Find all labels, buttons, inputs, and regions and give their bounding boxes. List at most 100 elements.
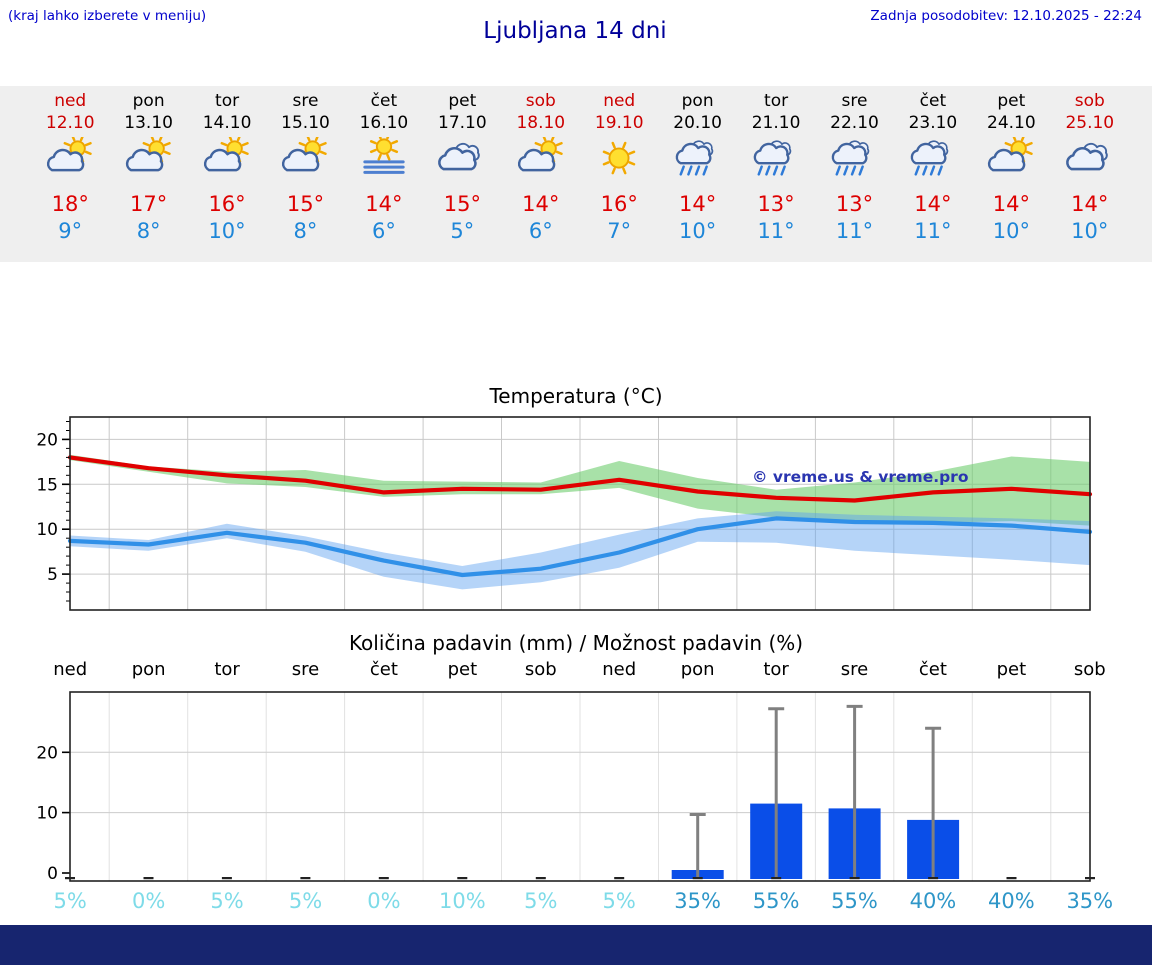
day-temp-min: 10° (208, 219, 246, 243)
day-column-16.10[interactable]: čet 16.10 14° 6° (345, 90, 423, 262)
day-temp-max: 18° (51, 192, 89, 216)
day-temp-min: 6° (528, 219, 553, 243)
day-date: 20.10 (673, 113, 722, 133)
svg-text:20: 20 (36, 430, 58, 450)
day-date: 15.10 (281, 113, 330, 133)
day-name: ned (54, 91, 87, 111)
precip-percent: 10% (439, 889, 486, 913)
day-temp-max: 13° (757, 192, 795, 216)
svg-text:© vreme.us & vreme.pro: © vreme.us & vreme.pro (752, 468, 968, 486)
day-column-21.10[interactable]: tor 21.10 13° 11° (737, 90, 815, 262)
day-date: 25.10 (1065, 113, 1115, 133)
day-column-17.10[interactable]: pet 17.10 15° 5° (423, 90, 501, 262)
precip-percent: 55% (831, 889, 878, 913)
day-temp-max: 13° (835, 192, 874, 216)
day-column-22.10[interactable]: sre 22.10 13° 11° (815, 90, 893, 262)
day-temp-min: 10° (679, 219, 717, 243)
temperature-chart-section: Temperatura (°C) 5 10 15 20 © vreme.us & vre… (0, 384, 1152, 617)
precip-percent: 5% (288, 889, 323, 913)
rain-icon (825, 137, 883, 183)
day-date: 24.10 (987, 113, 1036, 133)
precip-day-label: sob (1073, 659, 1106, 680)
day-temp-min: 8° (136, 219, 161, 243)
forecast-strip: ned 12.10 18° 9° pon 13.10 17° 8° tor 14.10 16° 10°… (0, 86, 1152, 262)
day-column-15.10[interactable]: sre 15.10 15° 8° (266, 90, 344, 262)
day-name: pet (997, 91, 1026, 111)
bottom-bar (0, 925, 1152, 965)
day-temp-min: 7° (607, 219, 632, 243)
fog-icon (355, 137, 413, 183)
day-column-13.10[interactable]: pon 13.10 17° 8° (109, 90, 187, 262)
day-column-12.10[interactable]: ned 12.10 18° 9° (31, 90, 109, 262)
day-name: sre (841, 91, 868, 111)
day-date: 14.10 (202, 113, 252, 133)
day-name: ned (603, 91, 636, 111)
precip-day-label: pon (680, 659, 715, 680)
day-date: 13.10 (124, 113, 173, 133)
day-date: 12.10 (45, 113, 95, 133)
day-temp-min: 11° (914, 219, 952, 243)
svg-text:10: 10 (36, 804, 58, 824)
day-date: 19.10 (594, 113, 644, 133)
partly-cloudy-icon (41, 137, 99, 183)
day-name: sob (525, 91, 556, 111)
precipitation-chart-title: Količina padavin (mm) / Možnost padavin … (348, 631, 804, 655)
partly-cloudy-icon (982, 137, 1040, 183)
temperature-chart: 5 10 15 20 © vreme.us & vreme.pro (36, 416, 1093, 611)
day-column-23.10[interactable]: čet 23.10 14° 11° (894, 90, 972, 262)
rain-icon (904, 137, 962, 183)
svg-text:20: 20 (36, 743, 58, 763)
precip-day-label: pon (131, 659, 166, 680)
day-temp-max: 14° (522, 192, 560, 216)
precip-percent: 40% (909, 889, 957, 913)
precipitation-chart: 0 10 20 (36, 691, 1095, 884)
precip-percent: 5% (53, 889, 87, 913)
day-temp-min: 8° (293, 219, 318, 243)
precip-day-label: sob (524, 659, 557, 680)
day-temp-max: 16° (600, 192, 638, 216)
temperature-chart-title: Temperatura (°C) (489, 384, 663, 408)
precip-percent: 35% (1066, 889, 1114, 913)
svg-text:5: 5 (47, 565, 58, 585)
precip-day-label: čet (369, 659, 398, 680)
day-name: pon (132, 91, 165, 111)
precip-day-label: ned (53, 659, 88, 680)
svg-text:10: 10 (36, 520, 58, 540)
precip-percent: 0% (367, 889, 401, 913)
rain-icon (747, 137, 805, 183)
precipitation-chart-section: Količina padavin (mm) / Možnost padavin … (0, 631, 1152, 923)
day-name: tor (215, 91, 240, 111)
precip-day-label: pet (996, 659, 1027, 680)
day-temp-min: 6° (371, 219, 396, 243)
day-column-25.10[interactable]: sob 25.10 14° 10° (1051, 90, 1129, 262)
day-column-20.10[interactable]: pon 20.10 14° 10° (658, 90, 736, 262)
last-update: Zadnja posodobitev: 12.10.2025 - 22:24 (870, 8, 1142, 24)
day-column-24.10[interactable]: pet 24.10 14° 10° (972, 90, 1050, 262)
precip-percent: 5% (602, 889, 636, 913)
precip-day-label: tor (214, 659, 240, 680)
day-column-18.10[interactable]: sob 18.10 14° 6° (502, 90, 580, 262)
precip-day-label: sre (840, 659, 869, 680)
day-temp-max: 14° (679, 192, 717, 216)
day-name: tor (764, 91, 789, 111)
day-temp-min: 11° (757, 219, 795, 243)
day-temp-min: 5° (450, 219, 475, 243)
day-column-14.10[interactable]: tor 14.10 16° 10° (188, 90, 266, 262)
cloudy-icon (1061, 137, 1119, 183)
day-temp-max: 16° (208, 192, 246, 216)
svg-text:0: 0 (47, 864, 58, 884)
day-temp-min: 9° (58, 219, 83, 243)
day-temp-max: 14° (992, 192, 1030, 216)
sunny-icon (590, 137, 648, 183)
partly-cloudy-icon (198, 137, 256, 183)
header: (kraj lahko izberete v meniju) Ljubljana… (0, 0, 1152, 86)
day-temp-max: 15° (443, 192, 481, 216)
day-temp-max: 14° (365, 192, 403, 216)
cloudy-icon (433, 137, 491, 183)
precip-percent-labels: 5% 0% 5% 5% 0% 10% 5% 5% 35% 55% 55% 40% 40% 35% (0, 889, 1152, 923)
day-column-19.10[interactable]: ned 19.10 16° 7° (580, 90, 658, 262)
day-date: 21.10 (751, 113, 801, 133)
precip-percent: 40% (988, 889, 1035, 913)
day-date: 23.10 (908, 113, 958, 133)
